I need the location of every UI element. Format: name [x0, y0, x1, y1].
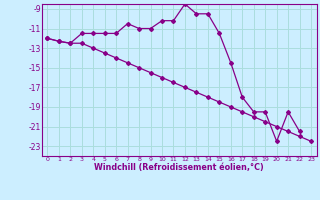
X-axis label: Windchill (Refroidissement éolien,°C): Windchill (Refroidissement éolien,°C): [94, 163, 264, 172]
